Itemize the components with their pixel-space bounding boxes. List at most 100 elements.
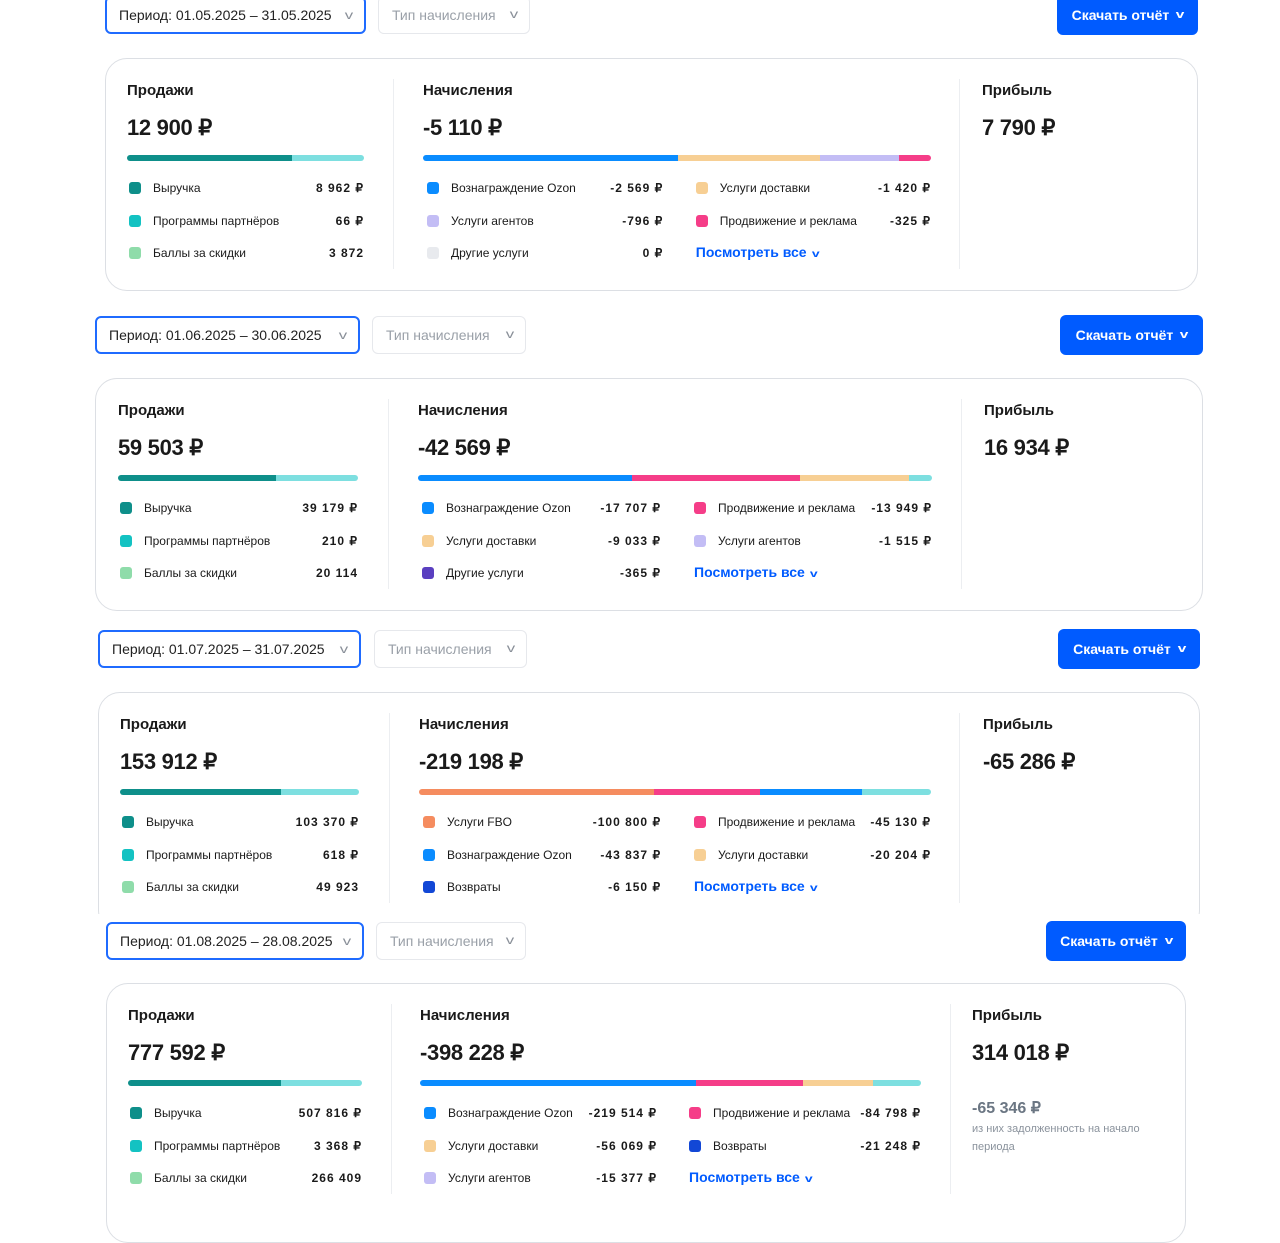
download-label: Скачать отчёт [1075,327,1174,343]
chevron-down-icon: v [809,883,818,894]
sales-title: Продажи [127,82,194,99]
sales-title: Продажи [120,716,187,733]
accrual-type-select[interactable]: Тип начисления v [378,0,530,34]
sales-bar [128,1080,362,1086]
see-all-link[interactable]: Посмотреть все v [689,1169,812,1185]
sales-bar-segment [120,789,281,795]
see-all-link[interactable]: Посмотреть все v [694,878,818,894]
sales-bar-segment [280,1080,362,1086]
legend-color-swatch [689,1107,702,1119]
charges-legend-item: Услуги агентов -15 377 ₽ [424,1170,657,1186]
charges-bar-segment [678,155,820,161]
legend-label: Услуги агентов [448,1171,531,1185]
charges-title: Начисления [419,716,509,733]
sales-title: Продажи [128,1007,195,1024]
legend-value: -6 150 ₽ [608,880,662,894]
legend-value: 3 368 ₽ [314,1138,362,1153]
charges-total: -5 110 ₽ [423,115,502,140]
sales-legend-item: Выручка 8 962 ₽ [129,180,364,196]
legend-color-swatch [129,214,141,227]
sales-bar [120,789,359,795]
period-value: Период: 01.05.2025 – 31.05.2025 [119,7,332,23]
legend-color-swatch [694,502,707,514]
legend-label: Баллы за скидки [146,880,239,894]
charges-legend-item: Услуги доставки -56 069 ₽ [424,1138,657,1154]
see-all-link[interactable]: Посмотреть все v [694,564,818,580]
column-divider [959,713,960,903]
legend-value: -365 ₽ [620,566,661,580]
sales-bar-segment [127,155,292,161]
chevron-down-icon: v [809,569,818,580]
charges-legend-item: Другие услуги 0 ₽ [427,245,663,261]
sales-bar [127,155,364,161]
charges-legend-item: Услуги доставки -1 420 ₽ [695,180,931,196]
download-report-button[interactable]: Скачать отчёт v [1046,921,1186,961]
chevron-down-icon: v [811,249,820,260]
legend-color-swatch [695,182,708,194]
accrual-type-select[interactable]: Тип начисления v [376,922,526,960]
legend-value: 210 ₽ [322,533,358,548]
charges-bar [420,1080,921,1086]
legend-color-swatch [130,1139,142,1152]
legend-color-swatch [122,848,134,861]
chevron-down-icon: v [505,327,515,341]
legend-label: Выручка [144,501,192,515]
accrual-type-select[interactable]: Тип начисления v [374,630,527,668]
legend-label: Продвижение и реклама [717,815,856,829]
sales-legend-item: Выручка 103 370 ₽ [122,814,359,830]
charges-legend-item: Вознаграждение Ozon -219 514 ₽ [424,1105,657,1121]
legend-label: Продвижение и реклама [719,213,857,228]
period-select[interactable]: Период: 01.06.2025 – 30.06.2025 v [95,316,360,354]
legend-label: Программы партнёров [146,847,273,862]
legend-label: Выручка [153,181,201,195]
column-divider [388,399,389,589]
legend-value: -2 569 ₽ [610,181,664,195]
legend-label: Услуги доставки [448,1138,539,1153]
legend-color-swatch [122,816,134,828]
legend-label: Продвижение и реклама [713,1106,851,1120]
charges-bar-segment [759,789,863,795]
legend-label: Вознаграждение Ozon [446,501,571,515]
chevron-down-icon: v [344,8,354,22]
legend-value: -219 514 ₽ [588,1106,657,1120]
see-all-link[interactable]: Посмотреть все v [696,244,820,260]
charges-legend-item: Другие услуги -365 ₽ [422,565,661,581]
profit-total: 16 934 ₽ [984,435,1069,460]
chevron-down-icon: v [1176,9,1185,21]
accrual-type-select[interactable]: Тип начисления v [372,316,526,354]
period-select[interactable]: Период: 01.07.2025 – 31.07.2025 v [98,630,361,668]
legend-color-swatch [693,848,706,861]
legend-value: 20 114 [315,566,358,580]
legend-color-swatch [423,848,435,861]
download-report-button[interactable]: Скачать отчёт v [1060,315,1203,355]
legend-label: Баллы за скидки [153,246,246,260]
charges-bar-segment [419,789,655,795]
legend-value: -17 707 ₽ [600,501,661,515]
legend-value: -325 ₽ [889,213,931,228]
sales-legend-item: Программы партнёров 3 368 ₽ [130,1138,362,1154]
opening-debt-value: -65 346 ₽ [972,1100,1041,1117]
legend-label: Программы партнёров [153,213,280,228]
see-all-label: Посмотреть все [689,1169,800,1185]
chevron-down-icon: v [505,933,515,947]
legend-value: 66 ₽ [335,213,364,228]
period-select[interactable]: Период: 01.05.2025 – 31.05.2025 v [105,0,366,34]
charges-legend-item: Возвраты -21 248 ₽ [689,1138,921,1154]
legend-color-swatch [427,214,439,227]
download-report-button[interactable]: Скачать отчёт v [1057,0,1198,35]
legend-label: Услуги доставки [446,533,537,548]
charges-title: Начисления [418,402,508,419]
chevron-down-icon: v [509,7,519,21]
legend-label: Программы партнёров [154,1138,281,1153]
charges-legend-item: Услуги агентов -796 ₽ [427,213,663,229]
download-report-button[interactable]: Скачать отчёт v [1058,629,1200,669]
charges-bar-segment [696,1080,803,1086]
period-select[interactable]: Период: 01.08.2025 – 28.08.2025 v [106,922,364,960]
charges-legend-item: Продвижение и реклама -325 ₽ [695,213,931,229]
legend-value: 8 962 ₽ [316,181,364,195]
profit-total: 7 790 ₽ [982,115,1056,140]
chevron-down-icon: v [339,642,349,656]
charges-bar-segment [800,475,910,481]
legend-value: -21 248 ₽ [860,1138,921,1153]
legend-color-swatch [129,182,141,194]
